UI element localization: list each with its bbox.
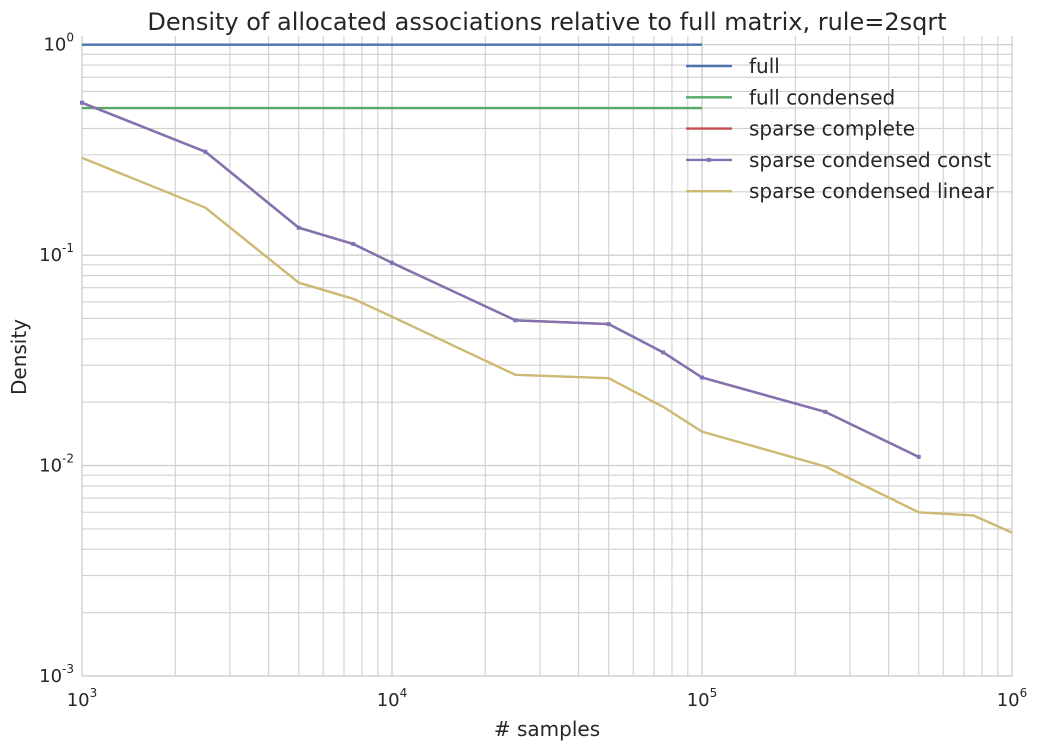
data-point-sparse-condensed-const <box>513 318 517 322</box>
y-tick-label: 10-2 <box>39 452 74 477</box>
x-tick-label: 106 <box>997 686 1028 711</box>
legend-label: full condensed <box>749 85 895 109</box>
legend-label: sparse condensed const <box>749 148 991 172</box>
x-tick-label: 105 <box>687 686 718 711</box>
data-point-sparse-condensed-const <box>297 226 301 230</box>
y-axis-label: Density <box>7 319 31 395</box>
data-point-sparse-condensed-const <box>607 322 611 326</box>
data-point-sparse-condensed-const <box>917 455 921 459</box>
chart-title: Density of allocated associations relati… <box>147 8 946 36</box>
data-point-sparse-condensed-const <box>700 376 704 380</box>
y-tick-label: 100 <box>43 31 74 56</box>
legend-label: sparse complete <box>749 117 915 141</box>
legend-label: sparse condensed linear <box>749 179 994 203</box>
x-tick-label: 104 <box>377 686 408 711</box>
data-point-sparse-condensed-const <box>351 242 355 246</box>
x-axis-label: # samples <box>494 717 600 741</box>
x-tick-label: 103 <box>67 686 98 711</box>
data-point-sparse-condensed-const <box>80 101 84 105</box>
y-tick-label: 10-3 <box>39 662 74 687</box>
legend-marker <box>707 158 711 162</box>
y-tick-label: 10-1 <box>39 241 74 266</box>
data-point-sparse-condensed-const <box>390 261 394 265</box>
data-point-sparse-condensed-const <box>203 150 207 154</box>
data-point-sparse-condensed-const <box>823 410 827 414</box>
legend-label: full <box>749 54 780 78</box>
data-point-sparse-condensed-const <box>661 350 665 354</box>
